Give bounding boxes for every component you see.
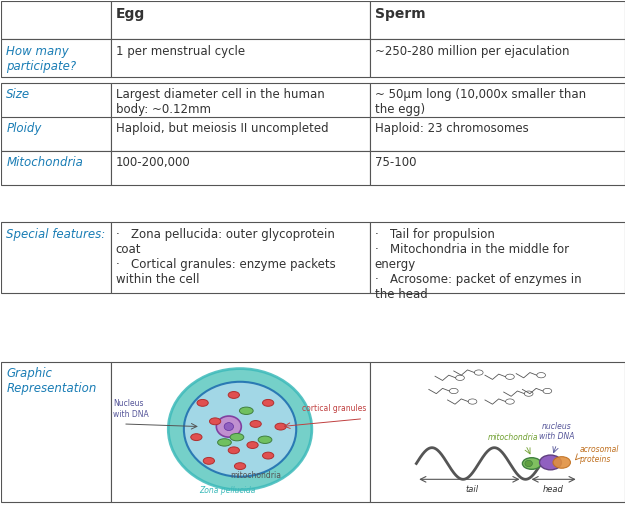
- Text: 75-100: 75-100: [374, 156, 416, 170]
- Ellipse shape: [239, 407, 253, 414]
- FancyBboxPatch shape: [370, 83, 626, 126]
- Ellipse shape: [203, 457, 214, 464]
- Ellipse shape: [234, 463, 246, 470]
- Ellipse shape: [217, 439, 231, 446]
- Ellipse shape: [263, 452, 274, 459]
- Ellipse shape: [553, 457, 570, 468]
- Ellipse shape: [275, 423, 286, 430]
- FancyBboxPatch shape: [111, 83, 370, 126]
- Ellipse shape: [250, 420, 261, 427]
- Text: ~ 50μm long (10,000x smaller than
the egg): ~ 50μm long (10,000x smaller than the eg…: [374, 88, 586, 116]
- Ellipse shape: [210, 418, 220, 425]
- Text: Largest diameter cell in the human
body: ~0.12mm: Largest diameter cell in the human body:…: [115, 88, 324, 116]
- FancyBboxPatch shape: [370, 117, 626, 151]
- Circle shape: [525, 461, 532, 466]
- Text: acrosomal
proteins: acrosomal proteins: [579, 445, 619, 464]
- Ellipse shape: [539, 455, 561, 470]
- Text: Mitochondria: Mitochondria: [6, 156, 83, 170]
- FancyBboxPatch shape: [370, 151, 626, 186]
- Ellipse shape: [522, 458, 541, 469]
- FancyBboxPatch shape: [370, 362, 626, 502]
- Text: Size: Size: [6, 88, 30, 101]
- FancyBboxPatch shape: [1, 83, 111, 126]
- Ellipse shape: [247, 441, 258, 448]
- Text: Haploid: 23 chromosomes: Haploid: 23 chromosomes: [374, 122, 529, 135]
- FancyBboxPatch shape: [1, 117, 111, 151]
- FancyBboxPatch shape: [370, 2, 626, 39]
- Text: 1 per menstrual cycle: 1 per menstrual cycle: [115, 45, 244, 58]
- Text: nucleus
with DNA: nucleus with DNA: [539, 422, 575, 441]
- Ellipse shape: [228, 447, 239, 454]
- Text: Zona pellucida: Zona pellucida: [199, 487, 256, 496]
- Ellipse shape: [258, 436, 272, 444]
- Ellipse shape: [191, 434, 202, 440]
- Text: cortical granules: cortical granules: [302, 404, 367, 413]
- Ellipse shape: [263, 400, 274, 407]
- Ellipse shape: [224, 422, 234, 430]
- FancyBboxPatch shape: [370, 39, 626, 77]
- Text: tail: tail: [466, 484, 479, 493]
- Text: 100-200,000: 100-200,000: [115, 156, 190, 170]
- FancyBboxPatch shape: [111, 222, 370, 294]
- FancyBboxPatch shape: [1, 151, 111, 186]
- FancyBboxPatch shape: [1, 362, 111, 502]
- Ellipse shape: [184, 382, 296, 476]
- Ellipse shape: [230, 434, 244, 441]
- Text: Egg: Egg: [115, 7, 145, 21]
- Text: mitochondria: mitochondria: [230, 471, 281, 480]
- Text: ~250-280 million per ejaculation: ~250-280 million per ejaculation: [374, 45, 569, 58]
- Text: Nucleus
with DNA: Nucleus with DNA: [113, 399, 149, 419]
- Text: head: head: [543, 484, 564, 493]
- Ellipse shape: [197, 400, 209, 407]
- Text: ·   Zona pellucida: outer glycoprotein
coat
·   Cortical granules: enzyme packet: · Zona pellucida: outer glycoprotein coa…: [115, 227, 335, 286]
- FancyBboxPatch shape: [111, 151, 370, 186]
- Ellipse shape: [168, 368, 312, 490]
- FancyBboxPatch shape: [111, 117, 370, 151]
- Text: mitochondria: mitochondria: [488, 434, 538, 443]
- Text: Ploidy: Ploidy: [6, 122, 42, 135]
- FancyBboxPatch shape: [370, 222, 626, 294]
- Ellipse shape: [228, 392, 239, 399]
- FancyBboxPatch shape: [111, 2, 370, 39]
- FancyBboxPatch shape: [111, 362, 370, 502]
- FancyBboxPatch shape: [1, 39, 111, 77]
- FancyBboxPatch shape: [111, 39, 370, 77]
- Text: Graphic
Representation: Graphic Representation: [6, 367, 97, 395]
- FancyBboxPatch shape: [1, 222, 111, 294]
- Text: How many
participate?: How many participate?: [6, 45, 76, 73]
- FancyBboxPatch shape: [1, 2, 111, 39]
- Ellipse shape: [216, 416, 241, 437]
- Text: ·   Tail for propulsion
·   Mitochondria in the middle for
energy
·   Acrosome: : · Tail for propulsion · Mitochondria in …: [374, 227, 581, 301]
- Text: Sperm: Sperm: [374, 7, 425, 21]
- Text: Special features:: Special features:: [6, 227, 106, 241]
- Text: Haploid, but meiosis II uncompleted: Haploid, but meiosis II uncompleted: [115, 122, 328, 135]
